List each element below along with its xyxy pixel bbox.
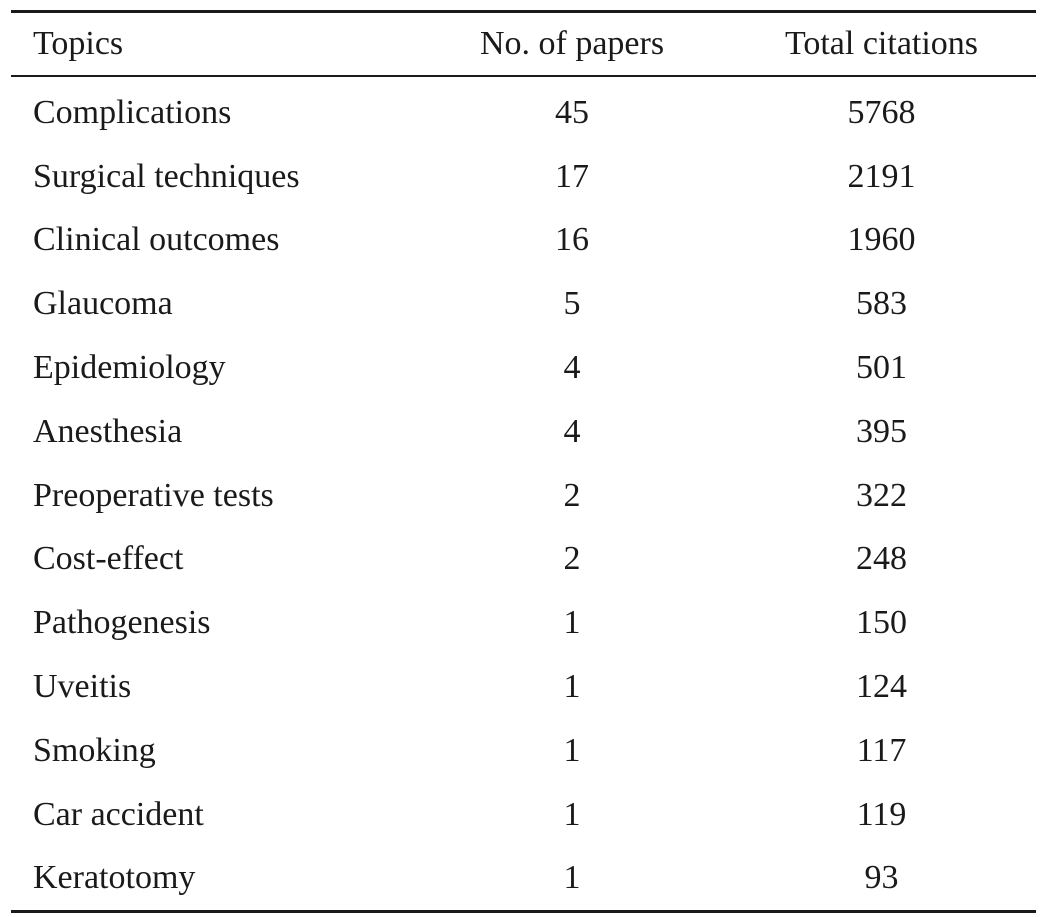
cell-papers: 2	[563, 540, 581, 578]
cell-topic: Cost-effect	[33, 540, 184, 578]
cell-topic: Complications	[33, 93, 232, 131]
table-body: Complications 45 5768 Surgical technique…	[11, 76, 1036, 912]
table-row: Clinical outcomes 16 1960	[11, 209, 1036, 273]
cell-topic: Glaucoma	[33, 285, 173, 323]
table-row: Epidemiology 4 501	[11, 336, 1036, 400]
cell-citations: 395	[856, 412, 907, 450]
header-row: Topics No. of papers Total citations	[11, 11, 1036, 76]
cell-topic: Pathogenesis	[33, 604, 211, 642]
table-row: Anesthesia 4 395	[11, 400, 1036, 464]
table-row: Glaucoma 5 583	[11, 272, 1036, 336]
table-row: Car accident 1 119	[11, 783, 1036, 847]
table-row: Uveitis 1 124	[11, 655, 1036, 719]
table-row: Complications 45 5768	[11, 76, 1036, 145]
table-header: Topics No. of papers Total citations	[11, 11, 1036, 76]
cell-citations: 93	[864, 859, 899, 897]
cell-papers: 16	[555, 221, 589, 259]
cell-topic: Anesthesia	[33, 412, 183, 450]
cell-topic: Preoperative tests	[33, 476, 274, 514]
cell-papers: 45	[555, 93, 589, 131]
cell-papers: 1	[563, 859, 581, 897]
cell-papers: 1	[563, 795, 581, 833]
header-total-citations: Total citations	[784, 25, 979, 62]
cell-citations: 322	[856, 476, 907, 514]
cell-citations: 117	[856, 731, 907, 769]
cell-papers: 17	[555, 157, 589, 195]
cell-citations: 124	[856, 668, 907, 706]
cell-papers: 1	[563, 668, 581, 706]
cell-topic: Epidemiology	[33, 349, 226, 387]
topics-citations-table: Topics No. of papers Total citations Com…	[11, 10, 1036, 913]
cell-topic: Car accident	[33, 795, 204, 833]
cell-topic: Surgical techniques	[33, 157, 300, 195]
table-row: Smoking 1 117	[11, 719, 1036, 783]
cell-papers: 5	[563, 285, 581, 323]
cell-citations: 1960	[847, 221, 916, 259]
table-row: Surgical techniques 17 2191	[11, 145, 1036, 209]
cell-citations: 150	[856, 604, 907, 642]
cell-citations: 248	[856, 540, 907, 578]
cell-papers: 4	[563, 412, 581, 450]
cell-citations: 2191	[847, 157, 916, 195]
cell-papers: 1	[563, 604, 581, 642]
cell-citations: 583	[856, 285, 907, 323]
cell-citations: 501	[856, 349, 907, 387]
cell-topic: Clinical outcomes	[33, 221, 280, 259]
cell-citations: 119	[856, 795, 907, 833]
cell-papers: 1	[563, 731, 581, 769]
cell-citations: 5768	[847, 93, 916, 131]
table-row: Cost-effect 2 248	[11, 528, 1036, 592]
cell-papers: 2	[563, 476, 581, 514]
cell-topic: Uveitis	[33, 668, 132, 706]
header-no-of-papers: No. of papers	[479, 25, 665, 62]
table-row: Preoperative tests 2 322	[11, 464, 1036, 528]
table-row: Pathogenesis 1 150	[11, 591, 1036, 655]
cell-papers: 4	[563, 349, 581, 387]
cell-topic: Smoking	[33, 731, 156, 769]
topics-table-container: Topics No. of papers Total citations Com…	[11, 10, 1036, 913]
cell-topic: Keratotomy	[33, 859, 196, 897]
table-row: Keratotomy 1 93	[11, 847, 1036, 912]
header-topics: Topics	[33, 25, 124, 62]
